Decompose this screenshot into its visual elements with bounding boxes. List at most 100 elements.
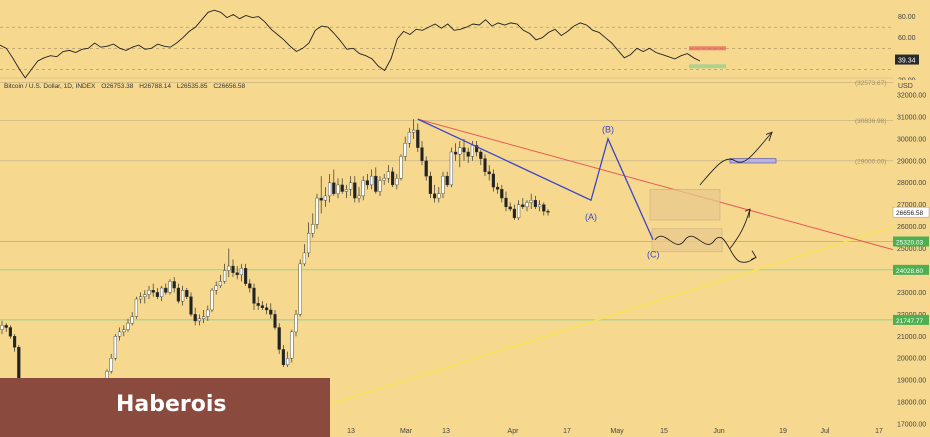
last-price-label: 26656.58	[896, 210, 923, 217]
candle-body	[344, 189, 348, 192]
candle-body	[273, 314, 277, 328]
price-tick-label: 30000.00	[897, 136, 926, 143]
candle-body	[357, 195, 361, 199]
candle-body	[403, 143, 407, 157]
x-tick-label: 19	[779, 428, 787, 435]
price-tick-label: 26000.00	[897, 224, 926, 231]
candle-body	[538, 204, 542, 208]
x-tick-label: 17	[563, 428, 571, 435]
candle-body	[382, 178, 386, 181]
x-tick-label: 17	[875, 428, 883, 435]
candle-body	[231, 265, 235, 273]
candle-body	[458, 147, 462, 155]
level-price-badge	[893, 264, 929, 275]
candle-body	[504, 197, 508, 208]
wave-label-a: (A)	[585, 212, 597, 222]
high-value: H26788.14	[139, 83, 171, 90]
candle-body	[500, 189, 504, 199]
abc-wave-line	[417, 118, 654, 241]
last-price-badge	[892, 206, 930, 218]
osc-marker-box	[689, 64, 726, 69]
candle-body	[445, 175, 449, 186]
candle-body	[416, 129, 420, 148]
candle-body	[361, 180, 365, 197]
symbol-header: Bitcoin / U.S. Dollar, 1D, INDEX O26753.…	[4, 83, 249, 90]
candle-body	[134, 298, 138, 317]
brand-banner: Haberois	[0, 378, 330, 437]
candle-body	[517, 204, 521, 219]
x-tick-label: 13	[347, 428, 355, 435]
candle-body	[151, 290, 155, 293]
candle-body	[218, 281, 222, 287]
candle-body	[286, 358, 290, 366]
candle-body	[222, 270, 227, 282]
candle-body	[437, 193, 441, 199]
candle-body	[374, 175, 378, 192]
osc-current-value: 39.34	[898, 58, 916, 65]
projected-arrow-up	[765, 131, 773, 142]
candle-body	[185, 290, 189, 297]
candle-body	[470, 145, 474, 157]
x-tick-label: May	[610, 428, 624, 435]
candle-body	[172, 281, 176, 289]
candle-body	[319, 197, 323, 201]
candle-body	[4, 325, 8, 328]
candle-body	[328, 182, 332, 197]
level-price-label: 21747.77	[896, 318, 923, 325]
candle-body	[113, 336, 117, 359]
candle-body	[155, 292, 159, 297]
candle-body	[159, 287, 164, 297]
price-tick-label: 25000.00	[897, 246, 926, 253]
candle-body	[168, 281, 172, 293]
candle-body	[143, 294, 147, 297]
candle-body	[256, 303, 260, 306]
candle-body	[407, 132, 411, 144]
candle-body	[512, 208, 516, 219]
candle-body	[508, 206, 512, 210]
candle-body	[122, 329, 126, 333]
candle-body	[189, 296, 193, 315]
x-tick-label: 13	[442, 428, 450, 435]
faint-price-label: (32573.67)	[855, 80, 886, 87]
candle-body	[235, 272, 239, 276]
candle-body	[399, 156, 403, 179]
candle-body	[487, 171, 491, 175]
candle-body	[315, 197, 319, 225]
osc-marker-box	[689, 46, 726, 51]
candle-body	[227, 265, 231, 271]
candle-body	[117, 331, 122, 337]
candle-body	[302, 252, 306, 265]
consolidation-box	[651, 228, 723, 253]
candle-body	[546, 211, 550, 213]
price-tick-label: 20000.00	[897, 356, 926, 363]
x-tick-label: 15	[660, 428, 668, 435]
wave-label-c: (C)	[647, 249, 660, 259]
candle-body	[243, 268, 248, 284]
candle-body	[12, 336, 17, 348]
level-price-label: 25320.03	[896, 240, 923, 247]
usd-label: USD	[898, 83, 913, 90]
projected-path-down	[654, 235, 757, 263]
price-tick-label: 31000.00	[897, 114, 926, 121]
resistance-trendline	[417, 118, 894, 251]
candle-body	[252, 287, 256, 304]
price-tick-label: 27000.00	[897, 202, 926, 209]
price-tick-label: 23000.00	[897, 290, 926, 297]
candle-body	[466, 151, 470, 157]
candle-body	[386, 171, 390, 179]
candle-body	[542, 204, 546, 212]
symbol-title: Bitcoin / U.S. Dollar, 1D, INDEX	[4, 83, 96, 90]
projected-path-up	[699, 131, 773, 186]
candle-body	[311, 224, 315, 234]
projected-arrow-mid	[744, 208, 751, 218]
candle-body	[294, 314, 298, 333]
level-price-badge	[893, 314, 929, 325]
price-tick-label: 28000.00	[897, 180, 926, 187]
low-value: L26535.85	[176, 83, 208, 90]
target-box	[729, 158, 777, 164]
candle-body	[0, 325, 4, 330]
candle-body	[197, 318, 201, 322]
candle-body	[180, 290, 185, 302]
candle-body	[340, 184, 344, 192]
